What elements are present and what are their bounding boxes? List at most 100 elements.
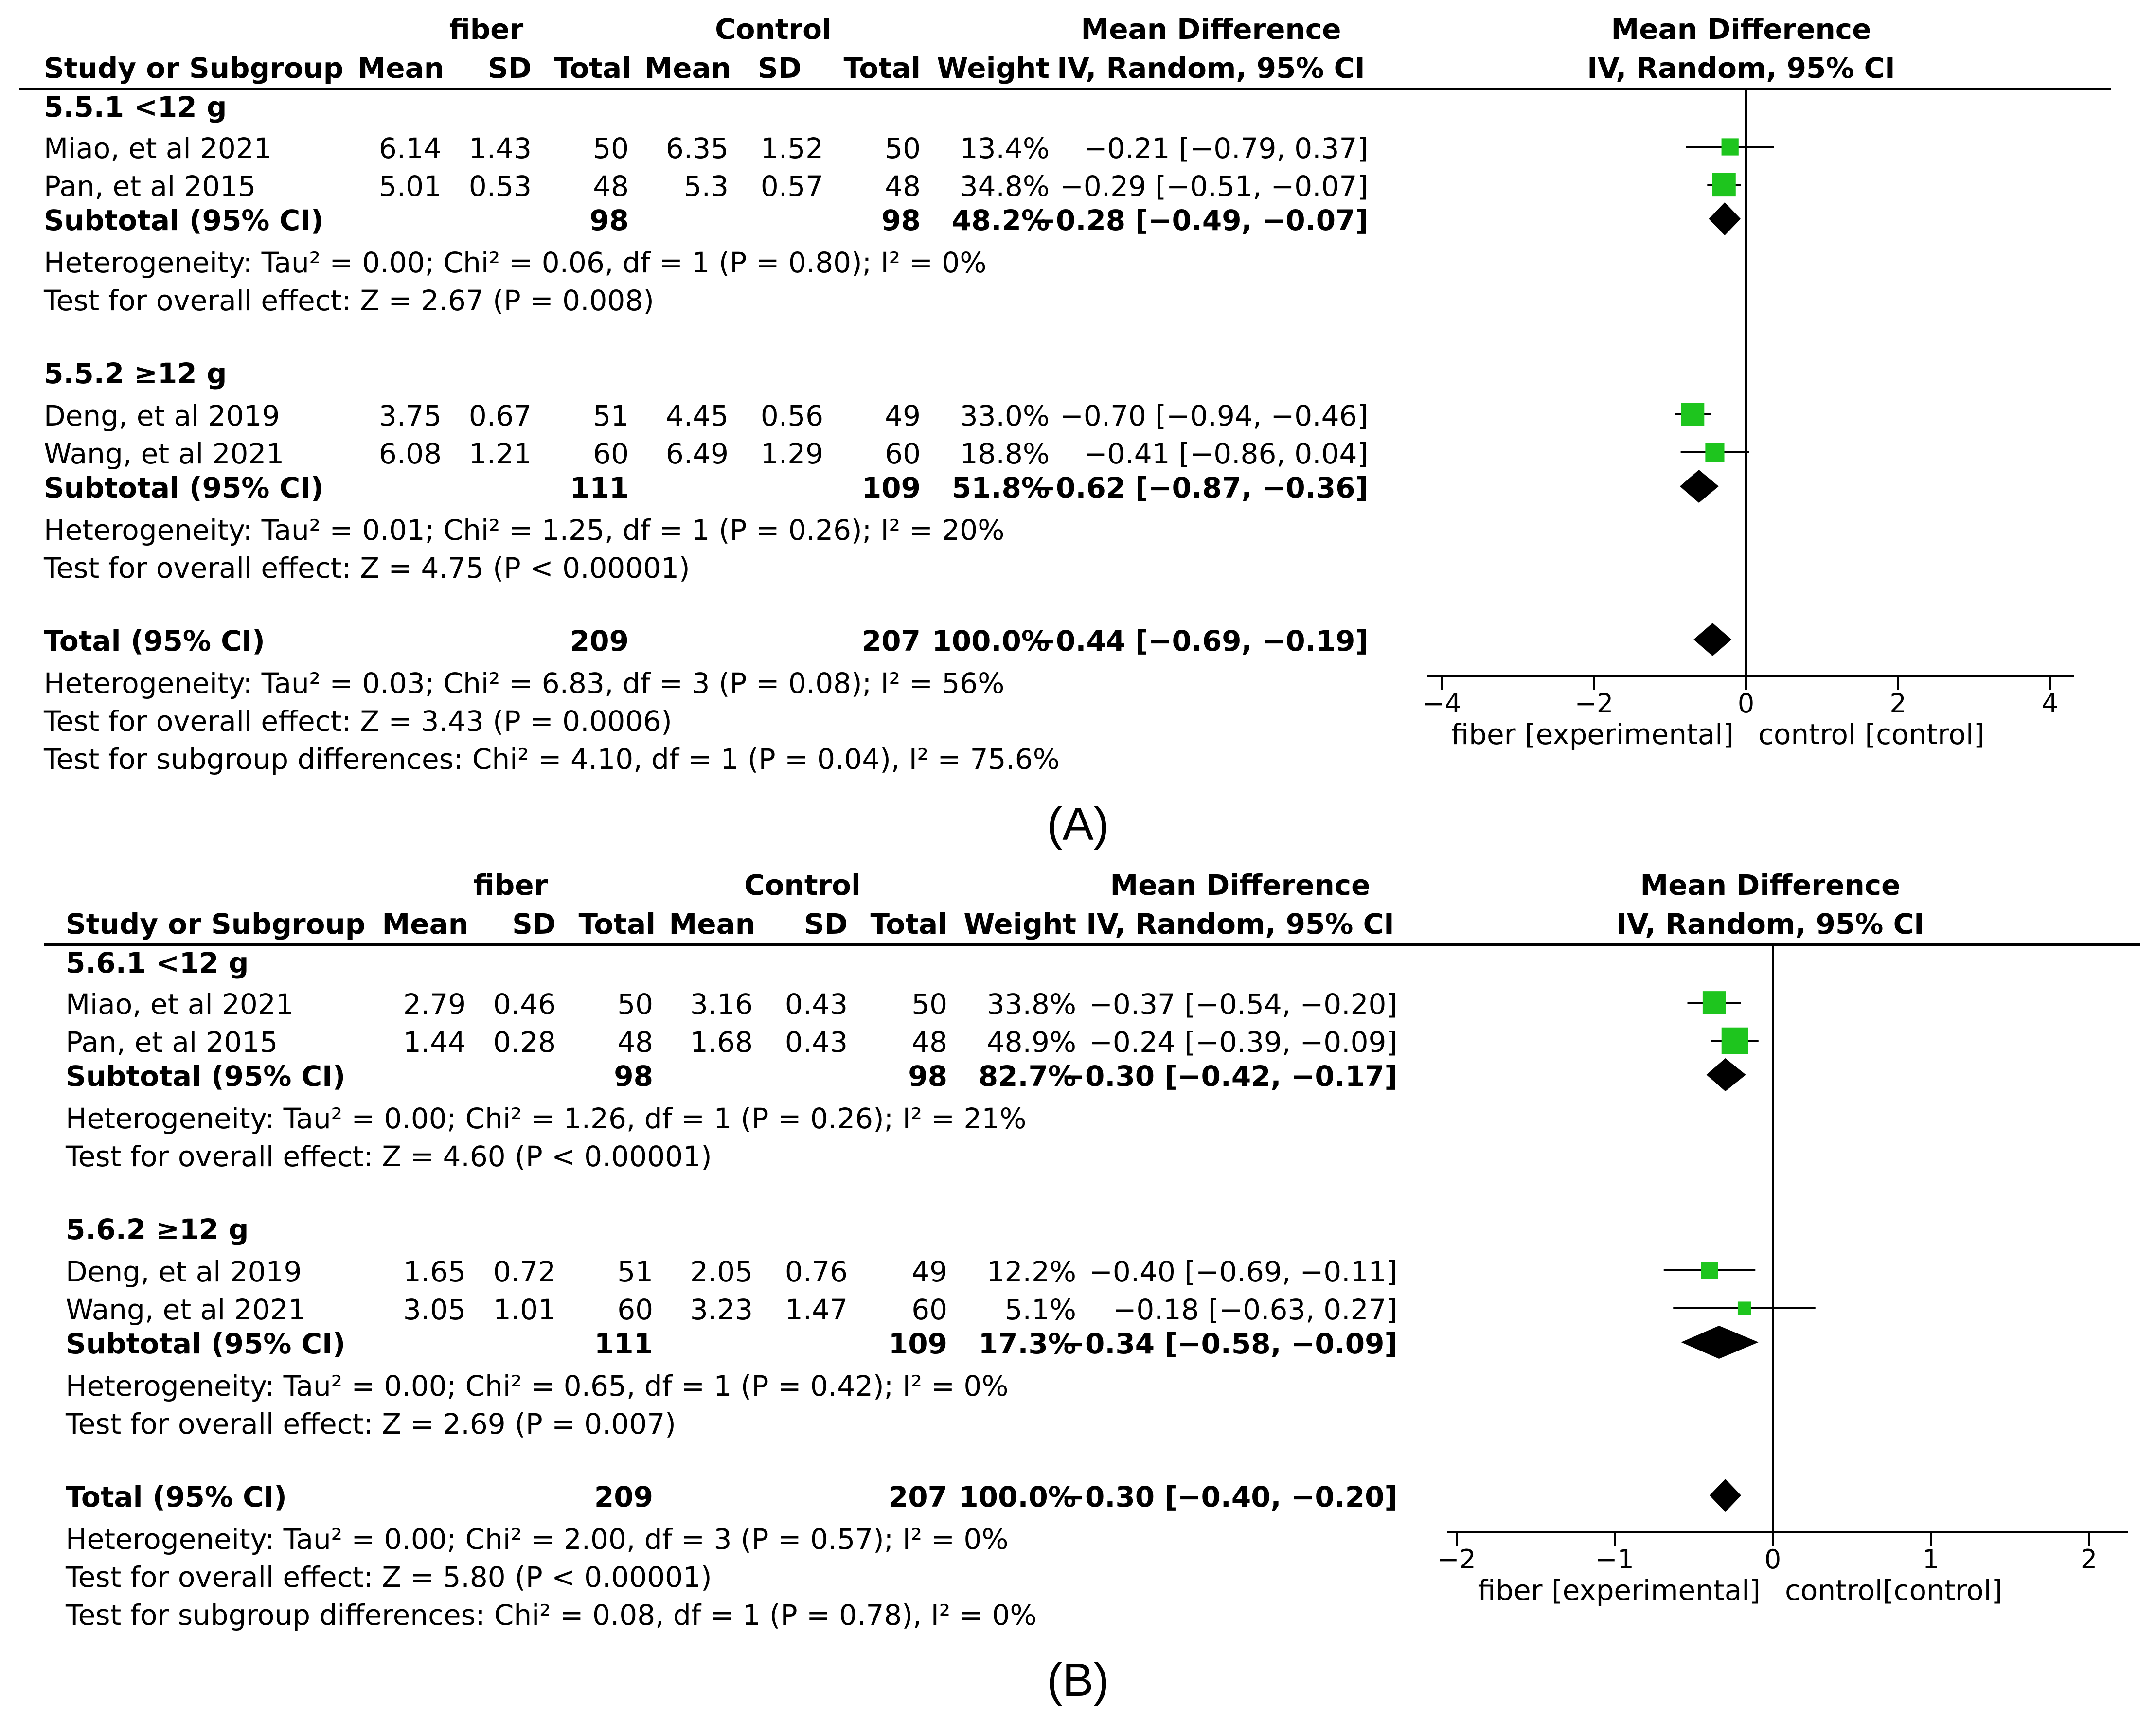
subtotal-ci: −0.62 [−0.87, −0.36] [1032, 471, 1368, 504]
subgroup-title: 5.5.1 <12 g [44, 90, 227, 124]
md-column-title: Mean Difference [1081, 13, 1341, 46]
exp-mean: 6.08 [378, 437, 442, 470]
ctl-sd-header: SD [758, 52, 802, 85]
total-heterogeneity-stat: Heterogeneity: Tau² = 0.00; Chi² = 2.00,… [66, 1523, 1009, 1556]
subgroup-title: 5.5.2 ≥12 g [44, 357, 227, 390]
header-rule [19, 88, 2111, 90]
x-axis-left-label: fiber [experimental] [1478, 1574, 1761, 1607]
subgroup-differences-test: Test for subgroup differences: Chi² = 4.… [44, 743, 1060, 776]
overall-effect-test: Test for overall effect: Z = 4.60 (P < 0… [66, 1140, 712, 1173]
subgroup-title: 5.6.2 ≥12 g [66, 1213, 249, 1246]
total-label: Total (95% CI) [44, 624, 265, 658]
exp-total: 48 [617, 1026, 653, 1059]
exp-total: 60 [617, 1293, 653, 1326]
subtotal-label: Subtotal (95% CI) [66, 1060, 346, 1093]
exp-sd-header: SD [488, 52, 532, 85]
subtotal-ctl-total: 109 [888, 1327, 947, 1360]
ctl-mean: 6.49 [665, 437, 729, 470]
study-name: Wang, et al 2021 [44, 437, 285, 470]
study-effect-marker [1712, 173, 1736, 197]
x-tick-label: 2 [2081, 1544, 2097, 1575]
md-plot-title: Mean Difference [1640, 869, 1901, 902]
x-axis-right-label: control[control] [1785, 1574, 2002, 1607]
ctl-sd: 1.52 [760, 132, 823, 165]
subtotal-label: Subtotal (95% CI) [44, 204, 324, 237]
overall-effect-test: Test for overall effect: Z = 2.67 (P = 0… [44, 284, 654, 317]
subtotal-exp-total: 111 [570, 471, 629, 504]
ctl-total: 60 [911, 1293, 947, 1326]
mean-difference-ci: −0.18 [−0.63, 0.27] [1112, 1293, 1397, 1326]
ctl-mean: 3.23 [690, 1293, 753, 1326]
total-weight: 100.0% [932, 624, 1050, 658]
exp-mean: 5.01 [378, 170, 442, 203]
subtotal-label: Subtotal (95% CI) [44, 471, 324, 504]
subtotal-ci: −0.34 [−0.58, −0.09] [1061, 1327, 1397, 1360]
total-ctl-total: 207 [888, 1480, 947, 1513]
study-name: Wang, et al 2021 [66, 1293, 306, 1326]
subtotal-weight: 82.7% [978, 1060, 1076, 1093]
exp-sd: 0.67 [468, 399, 532, 432]
subtotal-ctl-total: 109 [861, 471, 921, 504]
weight: 34.8% [960, 170, 1050, 203]
subtotal-ctl-total: 98 [908, 1060, 947, 1093]
ctl-total: 50 [911, 988, 947, 1021]
ctl-mean-header: Mean [669, 907, 755, 941]
ctl-mean: 5.3 [683, 170, 729, 203]
exp-sd: 1.01 [493, 1293, 556, 1326]
ctl-mean: 1.68 [690, 1026, 753, 1059]
exp-sd: 0.28 [493, 1026, 556, 1059]
study-name: Miao, et al 2021 [66, 988, 294, 1021]
control-group-header: Control [715, 13, 832, 46]
exp-total: 51 [617, 1255, 653, 1288]
subtotal-weight: 48.2% [951, 204, 1050, 237]
exp-mean: 6.14 [378, 132, 442, 165]
exp-total-header: Total [578, 907, 656, 941]
ctl-sd: 0.56 [760, 399, 823, 432]
study-effect-marker [1721, 1027, 1748, 1054]
weight: 33.0% [960, 399, 1050, 432]
study-name: Deng, et al 2019 [44, 399, 280, 432]
forest-plot-panel-b: fiber Control Mean Difference Mean Diffe… [0, 856, 2156, 1644]
subtotal-exp-total: 98 [614, 1060, 653, 1093]
x-tick-label: 1 [1923, 1544, 1939, 1575]
subtotal-weight: 51.8% [951, 471, 1050, 504]
study-name: Deng, et al 2019 [66, 1255, 302, 1288]
total-heterogeneity-stat: Heterogeneity: Tau² = 0.03; Chi² = 6.83,… [44, 667, 1005, 700]
mean-difference-ci: −0.40 [−0.69, −0.11] [1089, 1255, 1397, 1288]
md-column-title: Mean Difference [1110, 869, 1371, 902]
total-ctl-total: 207 [861, 624, 921, 658]
subtotal-exp-total: 111 [594, 1327, 653, 1360]
mean-difference-ci: −0.70 [−0.94, −0.46] [1060, 399, 1368, 432]
total-exp-total: 209 [570, 624, 629, 658]
exp-total-header: Total [554, 52, 631, 85]
ctl-sd: 0.43 [784, 988, 848, 1021]
pooled-effect-diamond [1681, 1326, 1759, 1359]
subgroup-title: 5.6.1 <12 g [66, 946, 249, 979]
exp-mean: 3.75 [378, 399, 442, 432]
heterogeneity-stat: Heterogeneity: Tau² = 0.00; Chi² = 0.65,… [66, 1369, 1009, 1403]
x-tick-label: −1 [1595, 1544, 1634, 1575]
study-name: Pan, et al 2015 [66, 1026, 278, 1059]
x-tick-label: 0 [1764, 1544, 1781, 1575]
pooled-effect-diamond [1709, 202, 1741, 235]
subtotal-exp-total: 98 [589, 204, 629, 237]
exp-sd: 1.21 [468, 437, 532, 470]
subtotal-weight: 17.3% [978, 1327, 1076, 1360]
ctl-sd: 1.29 [760, 437, 823, 470]
total-weight: 100.0% [959, 1480, 1076, 1513]
subtotal-ci: −0.30 [−0.42, −0.17] [1061, 1060, 1397, 1093]
exp-total: 60 [593, 437, 629, 470]
total-overall-effect-test: Test for overall effect: Z = 5.80 (P < 0… [66, 1561, 712, 1594]
md-plot-subtitle: IV, Random, 95% CI [1616, 907, 1924, 941]
study-name: Pan, et al 2015 [44, 170, 256, 203]
ctl-total-header: Total [843, 52, 921, 85]
mean-difference-ci: −0.21 [−0.79, 0.37] [1083, 132, 1368, 165]
ctl-mean: 2.05 [690, 1255, 753, 1288]
mean-difference-ci: −0.37 [−0.54, −0.20] [1089, 988, 1397, 1021]
weight: 18.8% [960, 437, 1050, 470]
weight-header: Weight [937, 52, 1050, 85]
exp-mean-header: Mean [357, 52, 444, 85]
heterogeneity-stat: Heterogeneity: Tau² = 0.00; Chi² = 0.06,… [44, 246, 987, 279]
study-column-header: Study or Subgroup [66, 907, 366, 941]
experimental-group-header: fiber [449, 13, 524, 46]
